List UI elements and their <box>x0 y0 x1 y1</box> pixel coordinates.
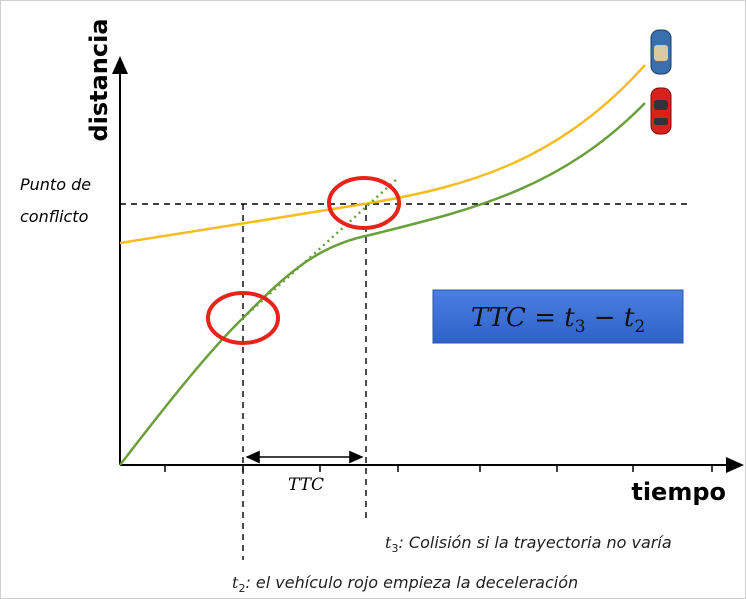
yellow-trajectory <box>119 64 646 245</box>
conflict-circle <box>327 176 401 230</box>
formula-var: t <box>564 303 575 333</box>
conflict-point-label: Punto de <box>20 175 91 194</box>
formula-equals: = <box>534 303 556 333</box>
annotation-text: : Colisión si la trayectoria no varía <box>398 533 671 552</box>
annotation-sub: 2 <box>238 582 245 595</box>
y-axis-label: distancia <box>85 18 113 141</box>
annotation-text: : el vehículo rojo empieza la deceleraci… <box>245 573 578 592</box>
annotation-t2: t2: el vehículo rojo empieza la decelera… <box>232 573 578 595</box>
formula-sub: 3 <box>575 317 586 337</box>
ttc-label: TTC <box>288 475 324 495</box>
green-trajectory <box>119 102 646 466</box>
annotation-sub: 3 <box>391 542 398 555</box>
blue-car <box>650 29 672 75</box>
formula-var: t <box>624 303 635 333</box>
formula-box <box>432 289 684 344</box>
formula-sub: 2 <box>634 317 645 337</box>
red-car <box>650 87 672 135</box>
conflict-point-label: conflicto <box>20 207 89 226</box>
extrapolated-trajectory <box>242 177 399 319</box>
annotation-var: t <box>232 573 239 592</box>
formula-lhs: TTC <box>471 303 526 333</box>
annotation-var: t <box>385 533 392 552</box>
formula: TTC = t3 − t2 <box>471 303 645 339</box>
deceleration-circle <box>206 291 280 345</box>
x-ticks <box>164 465 713 472</box>
guides <box>120 203 688 560</box>
annotation-t3: t3: Colisión si la trayectoria no varía <box>385 533 672 555</box>
x-axis-label: tiempo <box>631 478 726 506</box>
formula-minus: − <box>594 303 616 333</box>
